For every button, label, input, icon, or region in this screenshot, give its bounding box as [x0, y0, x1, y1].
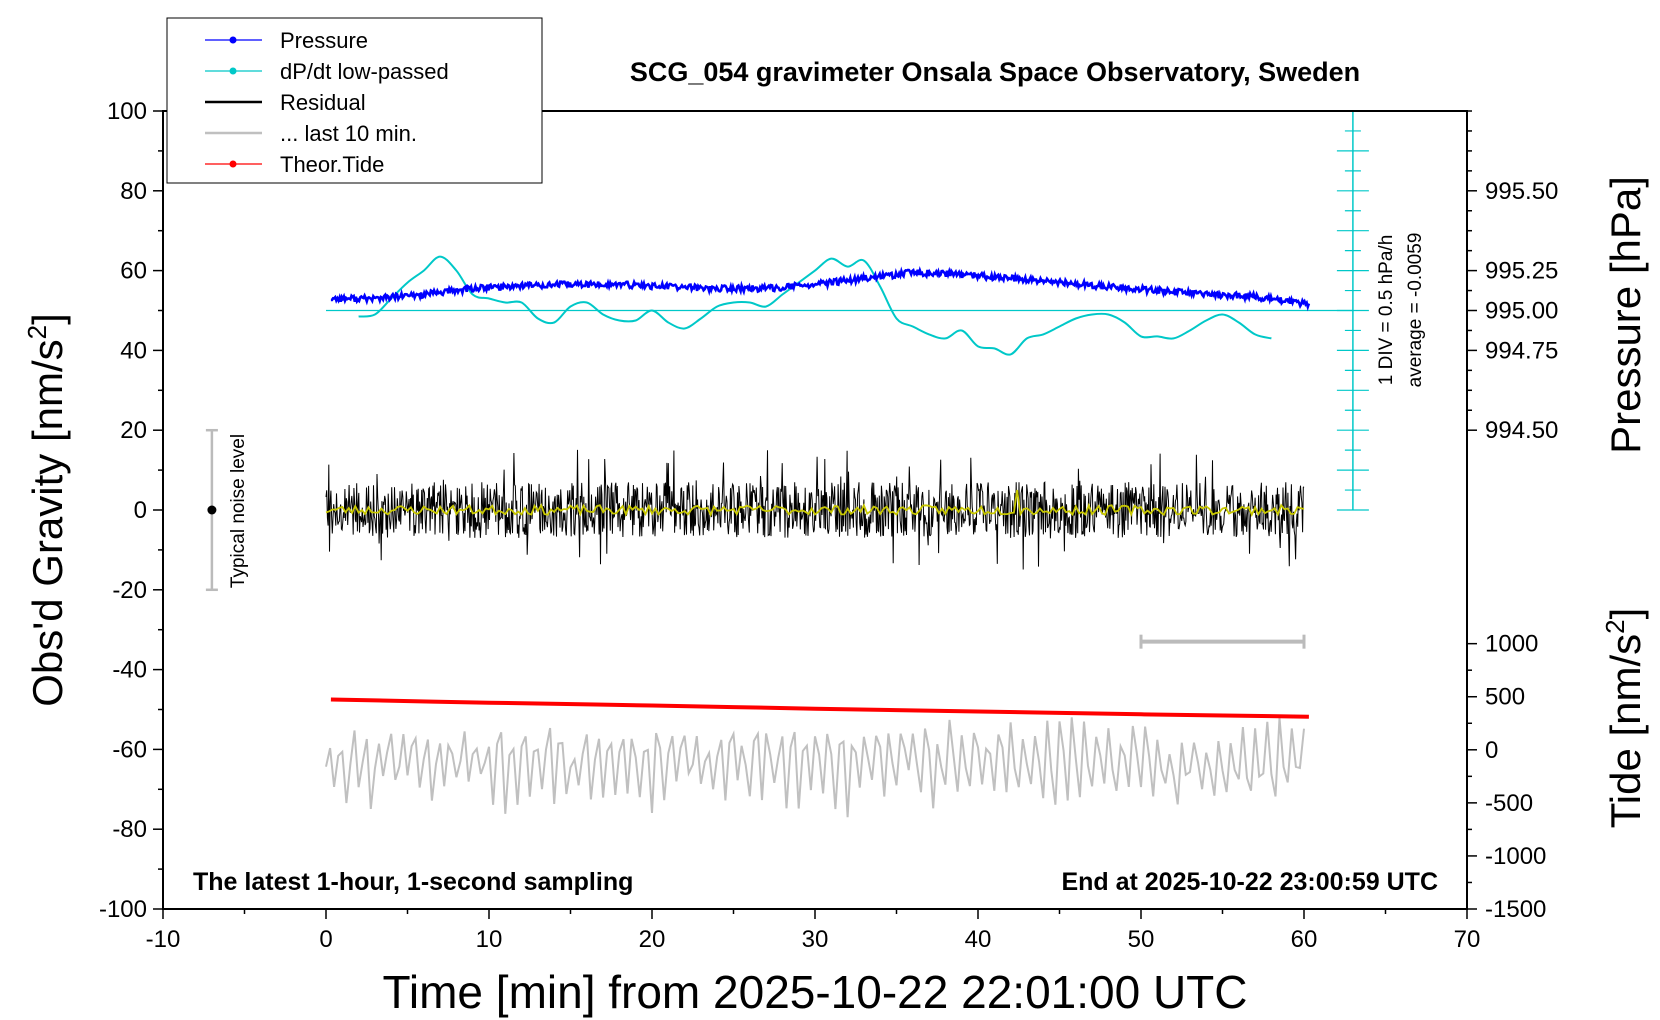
noise-level-point: [207, 505, 217, 515]
pressure-tick-label: 995.00: [1485, 298, 1558, 325]
y-axis-label-left-sup: 2: [22, 325, 52, 339]
legend-entries: Pressure dP/dt low-passed Residual ... last…: [205, 28, 449, 177]
tide-tick-label: 1000: [1485, 631, 1538, 658]
y-axis-label-pressure: Pressure [hPa]: [1602, 176, 1649, 454]
x-tick-label: 30: [802, 926, 829, 953]
y-tick-label: -20: [112, 577, 147, 604]
dpdt-line: [358, 255, 1272, 356]
legend-marker: [229, 36, 237, 44]
legend-marker: [229, 67, 237, 75]
y-tick-label: 20: [120, 417, 147, 444]
pressure-line: [330, 265, 1311, 312]
end-time-annotation: End at 2025-10-22 23:00:59 UTC: [1061, 868, 1438, 896]
y-axis-label-tide-sup: 2: [1600, 619, 1630, 633]
legend-label: Pressure: [280, 28, 368, 53]
y-axis-label-left: Obs'd Gravity [nm/s2]: [22, 313, 71, 707]
series-layer: [205, 110, 1369, 818]
y-tick-label: -100: [99, 896, 147, 923]
y-tick-label: -80: [112, 816, 147, 843]
sampling-annotation: The latest 1-hour, 1-second sampling: [193, 868, 633, 896]
legend-marker: [229, 160, 237, 168]
x-tick-label: 40: [965, 926, 992, 953]
legend: Pressure dP/dt low-passed Residual ... last…: [166, 17, 543, 184]
x-tick-label: -10: [146, 926, 181, 953]
pressure-tick-label: 994.75: [1485, 337, 1558, 364]
x-tick-label: 20: [639, 926, 666, 953]
tide-tick-label: 0: [1485, 737, 1498, 764]
dpdt-scale-label: 1 DIV = 0.5 hPa/h: [1376, 235, 1397, 386]
axis-layer: -10 0 10 20 30 40 50 60 70-100-80-60-40-20020406…: [99, 98, 1558, 953]
y-tick-label: 0: [134, 497, 147, 524]
pressure-tick-label: 995.25: [1485, 258, 1558, 285]
y-tick-label: -60: [112, 736, 147, 763]
y-tick-label: 100: [107, 98, 147, 125]
legend-label: dP/dt low-passed: [280, 59, 449, 84]
y-tick-label: 40: [120, 337, 147, 364]
dpdt-average-label: average = -0.0059: [1405, 233, 1426, 388]
tide-tick-label: -500: [1485, 790, 1533, 817]
pressure-tick-label: 994.50: [1485, 417, 1558, 444]
noise-level-label: Typical noise level: [228, 434, 249, 588]
x-tick-label: 60: [1291, 926, 1318, 953]
legend-label: Theor.Tide: [280, 152, 384, 177]
x-tick-label: 70: [1454, 926, 1481, 953]
tide-tick-label: -1500: [1485, 896, 1546, 923]
tide-tick-label: 500: [1485, 684, 1525, 711]
residual-smoothed-line: [325, 489, 1305, 518]
last-10-min-line: [325, 717, 1305, 818]
y-tick-label: 80: [120, 178, 147, 205]
y-tick-label: -40: [112, 657, 147, 684]
y-tick-label: 60: [120, 258, 147, 285]
chart-title: SCG_054 gravimeter Onsala Space Observat…: [630, 57, 1360, 87]
legend-label: ... last 10 min.: [280, 121, 417, 146]
pressure-tick-label: 995.50: [1485, 178, 1558, 205]
legend-box: [166, 17, 543, 184]
x-tick-label: 50: [1128, 926, 1155, 953]
x-axis-label: Time [min] from 2025-10-22 22:01:00 UTC: [383, 966, 1248, 1018]
legend-label: Residual: [280, 90, 366, 115]
x-tick-label: 0: [319, 926, 332, 953]
theor-tide-line: [330, 697, 1309, 719]
y-axis-label-tide: Tide [nm/s2]: [1600, 608, 1649, 829]
tide-tick-label: -1000: [1485, 843, 1546, 870]
x-tick-label: 10: [476, 926, 503, 953]
